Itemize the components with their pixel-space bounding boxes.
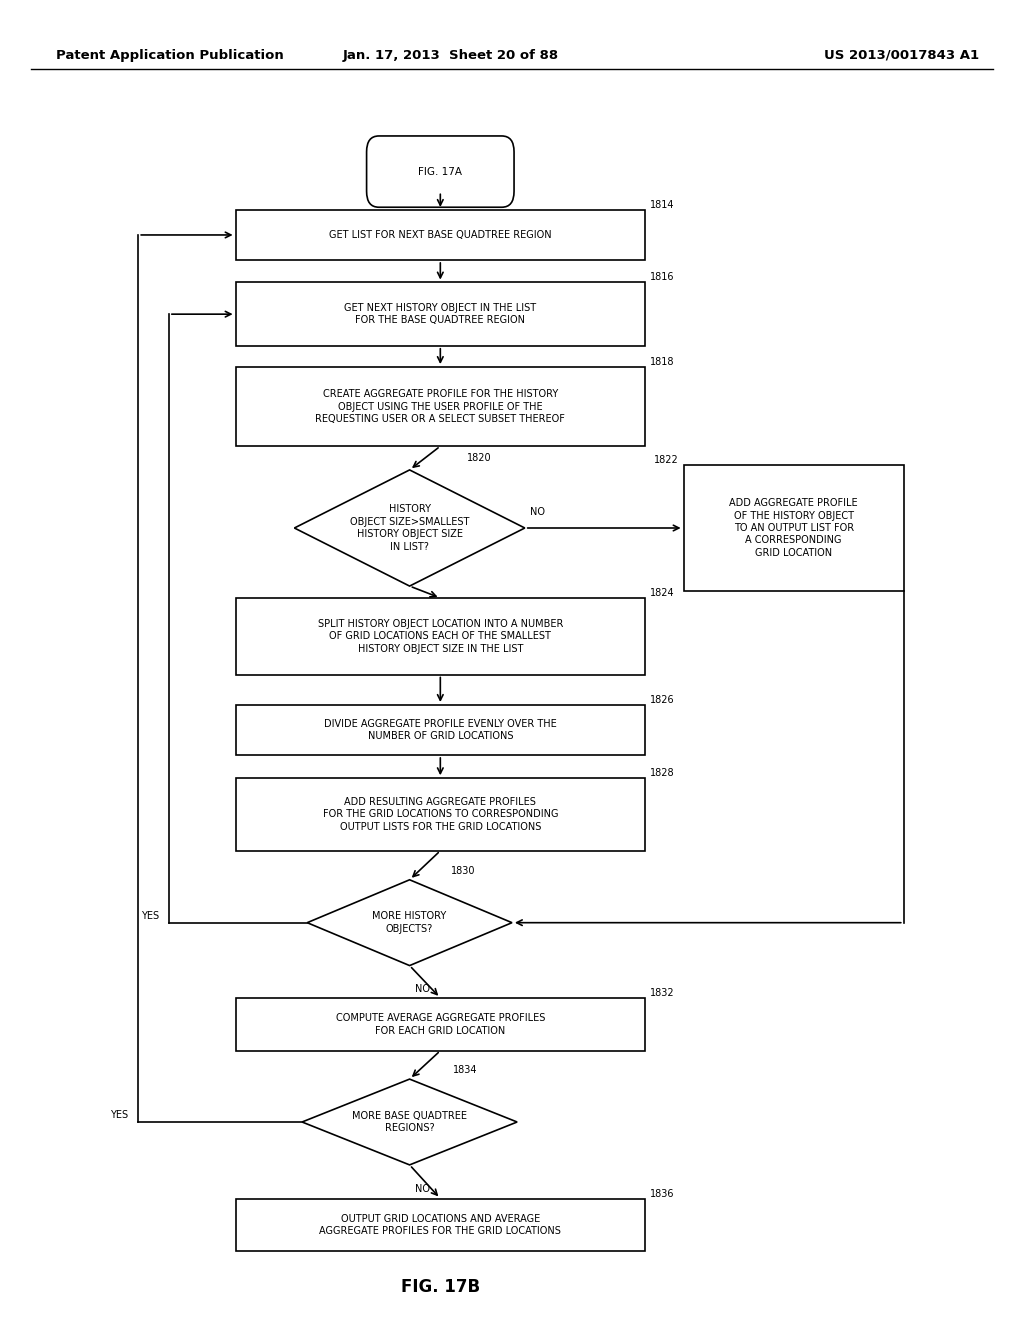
- Text: US 2013/0017843 A1: US 2013/0017843 A1: [823, 49, 979, 62]
- Text: 1818: 1818: [650, 356, 675, 367]
- Text: 1832: 1832: [650, 987, 675, 998]
- FancyBboxPatch shape: [684, 466, 903, 591]
- Text: GET LIST FOR NEXT BASE QUADTREE REGION: GET LIST FOR NEXT BASE QUADTREE REGION: [329, 230, 552, 240]
- Text: 1824: 1824: [650, 587, 675, 598]
- Text: Jan. 17, 2013  Sheet 20 of 88: Jan. 17, 2013 Sheet 20 of 88: [342, 49, 559, 62]
- Text: DIVIDE AGGREGATE PROFILE EVENLY OVER THE
NUMBER OF GRID LOCATIONS: DIVIDE AGGREGATE PROFILE EVENLY OVER THE…: [324, 719, 557, 741]
- Text: OUTPUT GRID LOCATIONS AND AVERAGE
AGGREGATE PROFILES FOR THE GRID LOCATIONS: OUTPUT GRID LOCATIONS AND AVERAGE AGGREG…: [319, 1214, 561, 1236]
- Text: SPLIT HISTORY OBJECT LOCATION INTO A NUMBER
OF GRID LOCATIONS EACH OF THE SMALLE: SPLIT HISTORY OBJECT LOCATION INTO A NUM…: [317, 619, 563, 653]
- Text: ADD RESULTING AGGREGATE PROFILES
FOR THE GRID LOCATIONS TO CORRESPONDING
OUTPUT : ADD RESULTING AGGREGATE PROFILES FOR THE…: [323, 797, 558, 832]
- Text: 1830: 1830: [451, 866, 475, 876]
- Text: MORE HISTORY
OBJECTS?: MORE HISTORY OBJECTS?: [373, 912, 446, 933]
- Text: MORE BASE QUADTREE
REGIONS?: MORE BASE QUADTREE REGIONS?: [352, 1111, 467, 1133]
- Polygon shape: [302, 1080, 517, 1166]
- Text: 1822: 1822: [653, 455, 678, 466]
- Text: FIG. 17A: FIG. 17A: [419, 166, 462, 177]
- FancyBboxPatch shape: [236, 598, 645, 675]
- FancyBboxPatch shape: [236, 705, 645, 755]
- Text: ADD AGGREGATE PROFILE
OF THE HISTORY OBJECT
TO AN OUTPUT LIST FOR
A CORRESPONDIN: ADD AGGREGATE PROFILE OF THE HISTORY OBJ…: [729, 498, 858, 558]
- FancyBboxPatch shape: [236, 1199, 645, 1251]
- Text: Patent Application Publication: Patent Application Publication: [56, 49, 284, 62]
- Text: 1828: 1828: [650, 768, 675, 777]
- Polygon shape: [295, 470, 525, 586]
- Text: 1814: 1814: [650, 199, 675, 210]
- Text: NO: NO: [530, 507, 545, 517]
- FancyBboxPatch shape: [236, 282, 645, 346]
- Text: COMPUTE AVERAGE AGGREGATE PROFILES
FOR EACH GRID LOCATION: COMPUTE AVERAGE AGGREGATE PROFILES FOR E…: [336, 1014, 545, 1035]
- FancyBboxPatch shape: [367, 136, 514, 207]
- Text: CREATE AGGREGATE PROFILE FOR THE HISTORY
OBJECT USING THE USER PROFILE OF THE
RE: CREATE AGGREGATE PROFILE FOR THE HISTORY…: [315, 389, 565, 424]
- Text: 1816: 1816: [650, 272, 675, 282]
- FancyBboxPatch shape: [236, 210, 645, 260]
- Text: 1834: 1834: [453, 1065, 477, 1074]
- Text: 1820: 1820: [467, 453, 492, 463]
- Text: YES: YES: [415, 605, 433, 615]
- Text: 1836: 1836: [650, 1188, 675, 1199]
- Text: 1826: 1826: [650, 694, 675, 705]
- Text: GET NEXT HISTORY OBJECT IN THE LIST
FOR THE BASE QUADTREE REGION: GET NEXT HISTORY OBJECT IN THE LIST FOR …: [344, 304, 537, 325]
- FancyBboxPatch shape: [236, 367, 645, 446]
- FancyBboxPatch shape: [236, 998, 645, 1051]
- Text: YES: YES: [110, 1110, 128, 1121]
- Text: FIG. 17B: FIG. 17B: [400, 1278, 480, 1296]
- FancyBboxPatch shape: [236, 777, 645, 851]
- Text: NO: NO: [415, 1184, 430, 1193]
- Text: HISTORY
OBJECT SIZE>SMALLEST
HISTORY OBJECT SIZE
IN LIST?: HISTORY OBJECT SIZE>SMALLEST HISTORY OBJ…: [350, 504, 469, 552]
- Text: YES: YES: [140, 911, 159, 921]
- Polygon shape: [307, 879, 512, 966]
- Text: NO: NO: [415, 985, 430, 994]
